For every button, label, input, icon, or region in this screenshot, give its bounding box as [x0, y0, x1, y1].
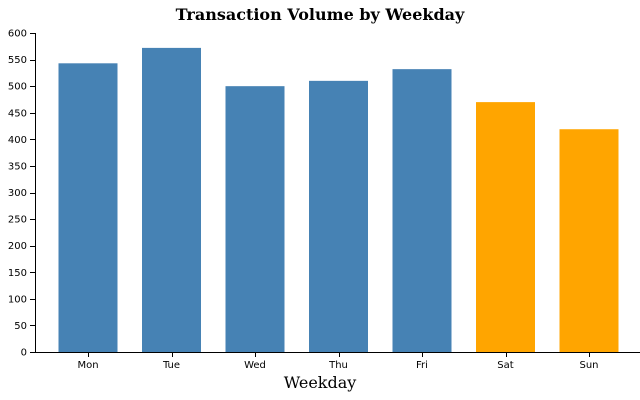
y-tick-label: 150	[8, 268, 27, 279]
bar-thu	[309, 80, 368, 352]
y-tick-label: 350	[8, 161, 27, 172]
x-tick-label: Sun	[579, 360, 598, 371]
bar-wed	[225, 86, 285, 353]
bar-sun	[559, 129, 619, 352]
y-axis: 0 50 100 150 200 250 300 350 400 450 500 550 600	[8, 29, 36, 359]
y-tick-label: 400	[8, 135, 27, 146]
chart-title: Transaction Volume by Weekday	[176, 5, 465, 24]
y-tick-label: 200	[8, 241, 27, 252]
y-tick-label: 600	[8, 29, 27, 40]
bar-sat	[476, 102, 535, 353]
x-axis-title: Weekday	[284, 373, 357, 392]
y-tick-label: 300	[8, 188, 27, 199]
x-tick-label: Sat	[497, 360, 513, 371]
x-tick-label: Fri	[416, 360, 428, 371]
y-tick-label: 50	[14, 321, 27, 332]
x-tick-label: Mon	[77, 360, 98, 371]
bar-mon	[58, 63, 118, 353]
bar-fri	[392, 69, 452, 353]
bar-tue	[142, 47, 201, 352]
x-tick-label: Thu	[328, 360, 348, 371]
y-tick-label: 100	[8, 294, 27, 305]
x-axis: Mon Tue Wed Thu Fri Sat Sun	[35, 352, 640, 371]
bars-group	[58, 47, 619, 353]
y-tick-label: 500	[8, 82, 27, 93]
y-tick-label: 450	[8, 108, 27, 119]
y-tick-label: 250	[8, 215, 27, 226]
x-tick-label: Tue	[162, 360, 180, 371]
x-tick-label: Wed	[244, 360, 266, 371]
y-tick-label: 550	[8, 55, 27, 66]
y-tick-label: 0	[21, 348, 27, 359]
